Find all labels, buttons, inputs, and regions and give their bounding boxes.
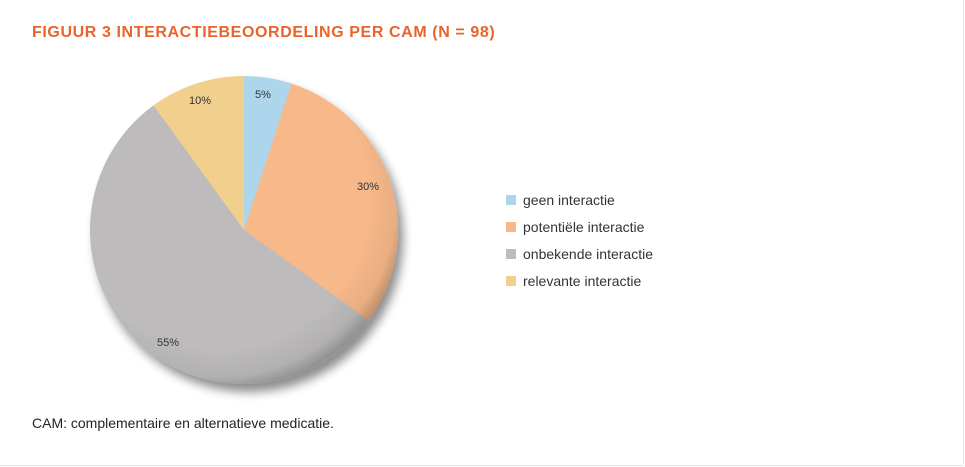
legend-label: potentiële interactie	[523, 218, 645, 235]
legend-item: relevante interactie	[506, 267, 653, 294]
legend-swatch	[506, 194, 516, 205]
legend-item: geen interactie	[506, 186, 653, 213]
legend-item: potentiële interactie	[506, 213, 653, 240]
legend-label: onbekende interactie	[523, 245, 653, 262]
pie-slice-label: 5%	[255, 89, 271, 101]
pie-slice-label: 55%	[157, 337, 179, 349]
chart-legend: geen interactie potentiële interactie onbe…	[506, 186, 653, 294]
pie-slice-label: 10%	[189, 95, 211, 107]
legend-swatch	[506, 248, 516, 259]
pie-slices	[90, 76, 399, 384]
legend-label: relevante interactie	[523, 272, 642, 289]
legend-item: onbekende interactie	[506, 240, 653, 267]
legend-swatch	[506, 275, 516, 286]
figure-footnote: CAM: complementaire en alternatieve medi…	[32, 415, 334, 431]
figure-title: FIGUUR 3 INTERACTIEBEOORDELING PER CAM (…	[32, 24, 496, 41]
legend-label: geen interactie	[523, 191, 615, 208]
pie-slice-label: 30%	[357, 181, 379, 193]
legend-swatch	[506, 221, 516, 232]
pie-labels: 5% 30% 55% 10%	[157, 89, 379, 349]
